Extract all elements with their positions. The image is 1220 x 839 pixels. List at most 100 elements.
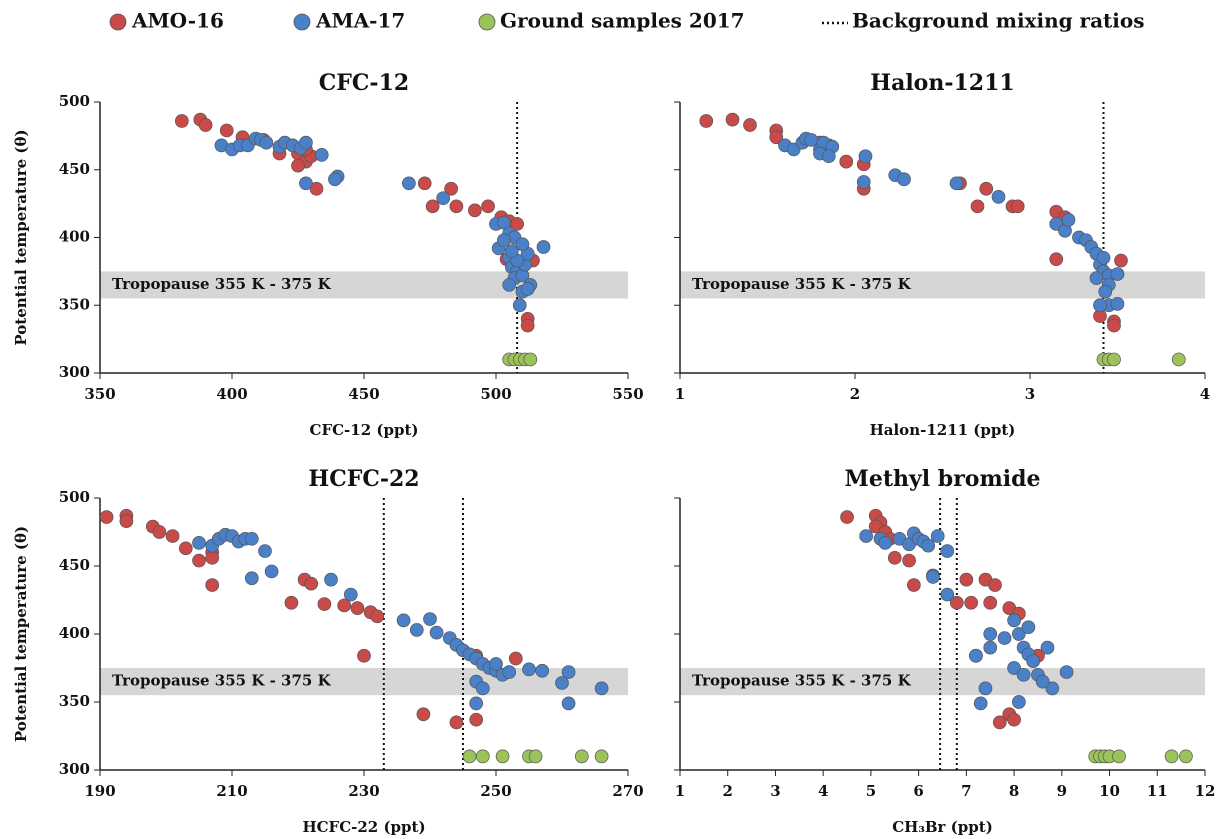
x-tick-label: 190	[84, 782, 115, 800]
point	[1035, 674, 1050, 689]
point	[997, 631, 1012, 645]
point	[205, 550, 220, 565]
x-tick-label: 5	[866, 782, 876, 800]
point	[523, 352, 538, 367]
point	[902, 553, 916, 568]
y-tick-label: 450	[59, 556, 90, 574]
point	[152, 525, 167, 539]
point	[561, 696, 576, 711]
point	[1049, 252, 1064, 267]
point	[425, 199, 440, 214]
point	[1010, 199, 1025, 214]
point	[314, 147, 329, 162]
x-tick-label: 3	[770, 782, 780, 800]
point	[475, 681, 490, 696]
point	[350, 601, 365, 616]
point	[468, 203, 482, 218]
point	[520, 282, 535, 296]
band-label: Tropopause 355 K - 375 K	[692, 275, 912, 293]
point	[699, 114, 714, 128]
x-tick-label: 550	[612, 385, 643, 403]
x-tick-label: 11	[1147, 782, 1168, 800]
x-axis-label: Halon-1211 (ppt)	[870, 421, 1016, 439]
x-tick-label: 1	[675, 385, 685, 403]
point	[1114, 253, 1128, 268]
point	[959, 572, 974, 587]
legend-label: Ground samples 2017	[500, 9, 745, 33]
point	[1026, 654, 1041, 669]
x-tick-label: 230	[348, 782, 379, 800]
legend-marker	[293, 13, 311, 31]
point	[481, 199, 495, 214]
point	[858, 149, 873, 164]
point	[423, 612, 437, 626]
point	[983, 640, 998, 655]
x-tick-label: 10	[1099, 782, 1120, 800]
x-tick-label: 210	[216, 782, 247, 800]
y-tick-label: 450	[59, 160, 90, 178]
point	[856, 175, 871, 189]
y-tick-label: 400	[59, 228, 90, 246]
point	[1171, 352, 1186, 367]
point	[304, 576, 319, 591]
point	[1007, 661, 1021, 675]
point	[429, 625, 444, 640]
point	[508, 651, 523, 666]
point	[343, 587, 358, 602]
band-label: Tropopause 355 K - 375 K	[112, 275, 332, 293]
point	[970, 199, 985, 214]
x-tick-label: 1	[675, 782, 685, 800]
point	[725, 112, 740, 127]
point	[991, 190, 1006, 204]
point	[258, 544, 272, 558]
point	[949, 595, 964, 610]
tropopause-band	[680, 668, 1205, 696]
y-axis-label: Potential temperature (θ)	[12, 129, 30, 345]
chart-title: CFC-12	[319, 70, 409, 96]
x-tick-label: 4	[818, 782, 828, 800]
y-axis-label: Potential temperature (θ)	[12, 526, 30, 742]
point	[839, 154, 854, 169]
point	[462, 749, 477, 764]
point	[897, 172, 911, 187]
point	[244, 531, 259, 546]
band-label: Tropopause 355 K - 375 K	[692, 672, 912, 690]
point	[264, 564, 279, 579]
point	[291, 158, 305, 173]
point	[219, 123, 234, 138]
point	[1012, 695, 1026, 709]
point	[978, 681, 993, 696]
legend-marker	[478, 13, 496, 31]
point	[983, 627, 998, 641]
point	[469, 712, 484, 727]
x-tick-label: 270	[612, 782, 643, 800]
point	[284, 595, 299, 610]
x-tick-label: 12	[1195, 782, 1216, 800]
x-tick-label: 4	[1200, 385, 1210, 403]
legend-marker	[109, 13, 127, 31]
point	[840, 510, 854, 524]
tropopause-band	[100, 271, 628, 299]
chart-title: Methyl bromide	[845, 466, 1041, 492]
x-tick-label: 250	[480, 782, 511, 800]
point	[821, 149, 836, 164]
point	[328, 172, 342, 187]
point	[1107, 318, 1121, 333]
point	[444, 181, 458, 196]
point	[528, 749, 543, 764]
point	[926, 570, 940, 584]
point	[299, 135, 313, 150]
y-tick-label: 300	[59, 760, 90, 778]
point	[502, 278, 517, 292]
point	[1059, 665, 1074, 679]
point	[594, 681, 609, 696]
point	[522, 662, 536, 677]
point	[409, 623, 424, 637]
x-tick-label: 6	[913, 782, 923, 800]
y-tick-label: 350	[59, 295, 90, 313]
point	[192, 553, 206, 568]
point	[475, 749, 490, 764]
point	[992, 715, 1007, 730]
point	[198, 118, 213, 132]
